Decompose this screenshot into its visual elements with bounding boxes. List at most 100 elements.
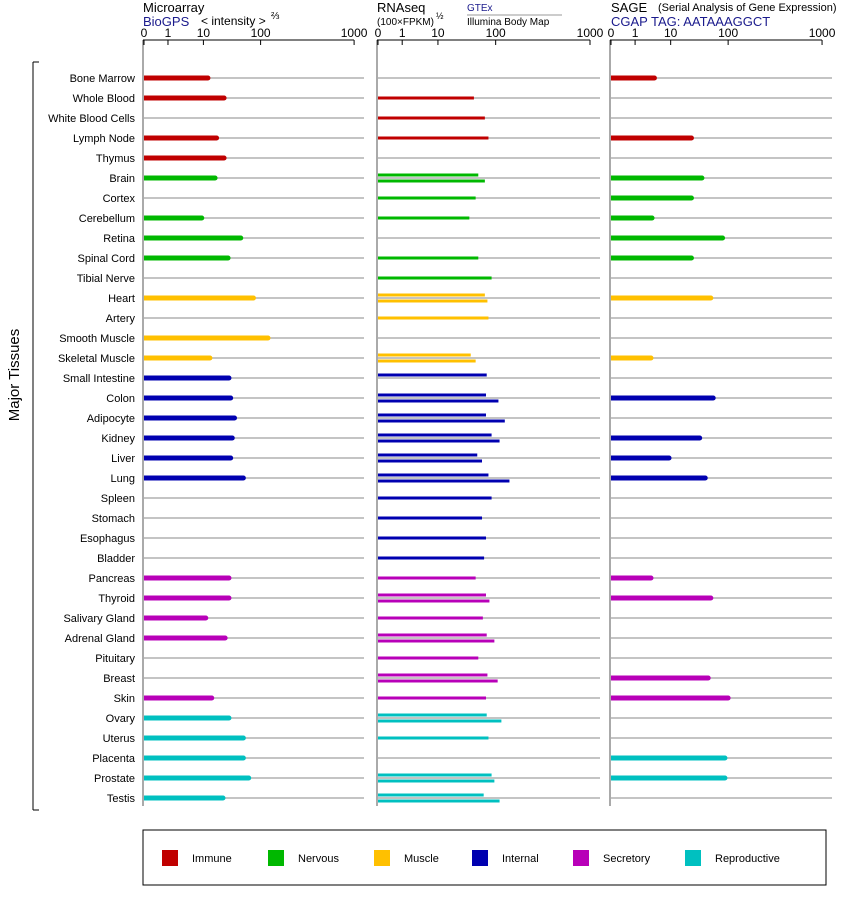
bar-illumina (378, 276, 492, 280)
bar-illumina (378, 656, 479, 660)
legend-label-immune: Immune (192, 853, 232, 865)
bar-cap-sage (708, 595, 714, 601)
tissue-label: Artery (106, 313, 136, 325)
x-tick-label-rnaseq: 0 (375, 26, 382, 40)
bar-sage (611, 75, 655, 81)
tissue-label: Testis (107, 793, 136, 805)
tissue-label: Smooth Muscle (59, 333, 135, 345)
bar-microarray (144, 355, 210, 361)
bar-microarray (144, 295, 254, 301)
microarray-unit-exponent: ⅔ (271, 11, 280, 22)
bar-microarray (144, 135, 217, 141)
bar-cap-microarray (240, 735, 246, 741)
tissue-label: Whole Blood (73, 93, 135, 105)
bar-illumina (378, 196, 476, 200)
x-tick-label-microarray: 0 (141, 26, 148, 40)
microarray-unit-note: < intensity > (201, 14, 266, 28)
x-tick-label-sage: 0 (608, 26, 615, 40)
bar-illumina (378, 616, 483, 620)
bar-illumina (378, 639, 495, 643)
bar-microarray (144, 375, 229, 381)
tissue-label: Small Intestine (63, 373, 135, 385)
bar-cap-microarray (226, 595, 232, 601)
bar-sage (611, 135, 692, 141)
bar-microarray (144, 595, 229, 601)
bar-illumina (378, 359, 476, 363)
bar-cap-microarray (225, 255, 231, 261)
bar-cap-microarray (228, 455, 234, 461)
bar-microarray (144, 455, 231, 461)
bar-cap-microarray (221, 95, 227, 101)
bar-microarray (144, 255, 229, 261)
tissue-label: Skin (114, 693, 135, 705)
bar-sage (611, 435, 700, 441)
gtex-source-link[interactable]: GTEx (467, 3, 493, 14)
bar-microarray (144, 735, 244, 741)
bar-microarray (144, 755, 244, 761)
x-tick-label-microarray: 10 (197, 26, 211, 40)
bar-microarray (144, 155, 225, 161)
bar-illumina (378, 256, 479, 260)
bar-illumina (378, 679, 498, 683)
bar-sage (611, 455, 670, 461)
bar-cap-microarray (226, 715, 232, 721)
bar-microarray (144, 715, 229, 721)
bar-cap-sage (688, 135, 694, 141)
x-tick-label-rnaseq: 1000 (577, 26, 604, 40)
bar-cap-microarray (240, 475, 246, 481)
bar-cap-microarray (250, 295, 256, 301)
bar-cap-sage (666, 455, 672, 461)
legend-swatch-immune (162, 850, 178, 866)
bar-illumina (378, 179, 485, 183)
tissue-label: Cerebellum (79, 213, 135, 225)
sage-tag-link[interactable]: CGAP TAG: AATAAAGGCT (611, 14, 770, 29)
bar-cap-sage (708, 295, 714, 301)
bar-microarray (144, 415, 235, 421)
bar-cap-microarray (265, 335, 271, 341)
legend-label-reproductive: Reproductive (715, 853, 780, 865)
tissue-label: Pancreas (89, 573, 136, 585)
tissue-label: Lymph Node (73, 133, 135, 145)
bar-cap-microarray (238, 235, 244, 241)
tissue-label: Placenta (92, 753, 136, 765)
bars-layer (144, 75, 731, 803)
bar-sage (611, 775, 725, 781)
tissue-label: Thyroid (98, 593, 135, 605)
tissue-label: Stomach (92, 513, 135, 525)
bar-cap-microarray (229, 435, 235, 441)
bar-microarray (144, 575, 229, 581)
tissue-label: Cortex (103, 193, 136, 205)
bar-cap-microarray (222, 635, 228, 641)
tissue-label: Breast (103, 673, 135, 685)
bar-cap-microarray (212, 175, 218, 181)
microarray-source-link[interactable]: BioGPS (143, 14, 190, 29)
bar-sage (611, 295, 711, 301)
bar-microarray (144, 395, 231, 401)
bar-cap-sage (699, 175, 705, 181)
tissue-label: Kidney (101, 433, 135, 445)
tissue-label: Bone Marrow (70, 73, 135, 85)
bar-illumina (378, 299, 488, 303)
legend-swatch-muscle (374, 850, 390, 866)
bar-cap-sage (688, 255, 694, 261)
bar-illumina (378, 399, 499, 403)
bar-illumina (378, 316, 489, 320)
bar-sage (611, 395, 714, 401)
tissue-label: Ovary (106, 713, 136, 725)
tissue-label: Liver (111, 453, 135, 465)
bar-microarray (144, 475, 244, 481)
bar-illumina (378, 439, 500, 443)
bar-cap-microarray (228, 395, 234, 401)
bar-sage (611, 575, 651, 581)
bar-cap-sage (722, 755, 728, 761)
microarray-title: Microarray (143, 0, 205, 15)
grid-layer (144, 77, 832, 799)
tissue-label: Adipocyte (87, 413, 135, 425)
bar-illumina (378, 459, 483, 463)
bar-cap-sage (697, 435, 703, 441)
legend-swatch-nervous (268, 850, 284, 866)
tissue-label: Heart (108, 293, 135, 305)
bar-cap-sage (710, 395, 716, 401)
bar-illumina (378, 576, 476, 580)
side-label: Major Tissues (6, 329, 23, 422)
